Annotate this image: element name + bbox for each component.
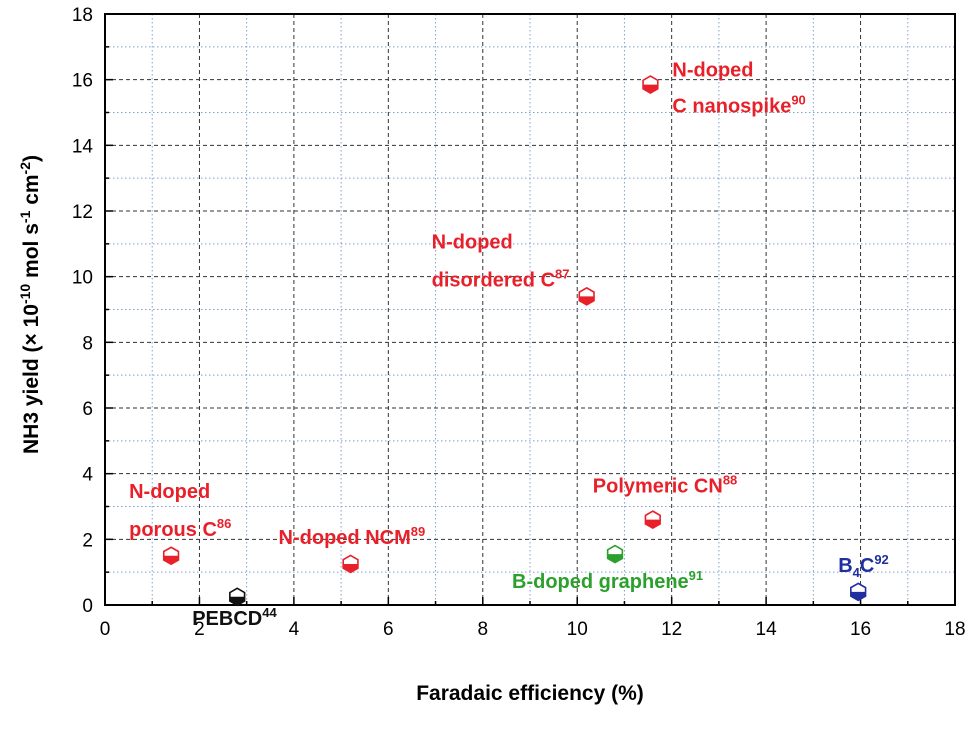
y-tick-label: 10 bbox=[72, 268, 93, 289]
data-point-fill bbox=[850, 591, 866, 601]
point-labels: PEBCD44 N-doped porous C86 N-doped NCM89 N-d… bbox=[129, 60, 889, 630]
data-point-fill bbox=[645, 519, 661, 529]
y-tick-label: 18 bbox=[72, 5, 93, 26]
point-label-polymeric-cn: Polymeric CN88 bbox=[593, 473, 738, 498]
data-point-b4c bbox=[850, 582, 867, 602]
y-tick-label: 4 bbox=[82, 465, 93, 486]
y-axis-label-part: -10 bbox=[17, 284, 33, 304]
axis-ticks bbox=[104, 13, 956, 606]
point-label-pebcd: PEBCD44 bbox=[192, 605, 277, 630]
grid bbox=[105, 14, 955, 605]
point-label-n-doped-c-nanospike: N-doped bbox=[672, 60, 753, 82]
tick-labels: 0 2 4 6 8 10 12 14 16 18 0 2 4 6 8 10 12 14 16 18 bbox=[72, 5, 966, 640]
point-label-b-doped-graphene: B-doped graphene91 bbox=[512, 568, 703, 593]
x-tick-label: 16 bbox=[850, 619, 871, 640]
data-point-fill bbox=[229, 596, 245, 606]
data-point-pebcd bbox=[229, 587, 246, 607]
y-tick-label: 0 bbox=[82, 596, 93, 617]
x-tick-label: 6 bbox=[383, 619, 394, 640]
y-axis-label-part: -1 bbox=[17, 210, 33, 223]
y-axis-label: NH3 yield (× 10-10 mol s-1 cm-2) bbox=[17, 155, 43, 454]
data-point-fill bbox=[163, 555, 179, 565]
y-tick-label: 2 bbox=[82, 530, 93, 551]
x-axis-label: Faradaic efficiency (%) bbox=[416, 682, 644, 705]
y-axis-label-part: mol s bbox=[20, 223, 43, 284]
y-tick-label: 6 bbox=[82, 399, 93, 420]
point-label-n-doped-ncm: N-doped NCM89 bbox=[279, 524, 426, 549]
point-label-n-doped-disordered-c: N-doped bbox=[432, 231, 513, 253]
y-tick-label: 12 bbox=[72, 202, 93, 223]
data-points bbox=[162, 75, 867, 607]
data-point-fill bbox=[579, 296, 595, 305]
x-tick-label: 18 bbox=[944, 619, 965, 640]
y-tick-label: 16 bbox=[72, 71, 93, 92]
data-point-fill bbox=[643, 84, 658, 94]
data-point-b-doped-graphene bbox=[606, 544, 624, 564]
x-tick-label: 14 bbox=[756, 619, 778, 640]
data-point-polymeric-cn bbox=[644, 510, 661, 530]
x-tick-label: 8 bbox=[477, 619, 488, 640]
x-tick-label: 12 bbox=[661, 619, 682, 640]
point-label-n-doped-porous-c: N-doped bbox=[129, 481, 210, 503]
y-tick-label: 14 bbox=[72, 136, 94, 157]
y-axis-label-part: -2 bbox=[17, 162, 33, 175]
x-tick-label: 4 bbox=[289, 619, 300, 640]
point-label-n-doped-c-nanospike: C nanospike90 bbox=[672, 93, 805, 118]
y-axis-label-part: ) bbox=[20, 155, 43, 162]
y-axis-label-part: NH3 yield (× 10 bbox=[20, 304, 43, 454]
x-tick-label: 10 bbox=[567, 619, 588, 640]
data-point-n-doped-c-nanospike bbox=[642, 75, 659, 95]
data-point-n-doped-porous-c bbox=[162, 546, 180, 566]
point-label-n-doped-porous-c: porous C86 bbox=[129, 516, 231, 541]
data-point-fill bbox=[343, 563, 358, 573]
x-tick-label: 0 bbox=[100, 619, 111, 640]
data-point-n-doped-ncm bbox=[342, 554, 359, 574]
point-label-b4c: B4C92 bbox=[838, 552, 889, 580]
point-label-n-doped-disordered-c: disordered C87 bbox=[432, 266, 570, 291]
y-axis-label-part: cm bbox=[20, 174, 43, 210]
data-point-n-doped-disordered-c bbox=[578, 286, 595, 306]
data-point-fill bbox=[607, 554, 623, 563]
y-tick-label: 8 bbox=[82, 333, 93, 354]
x-tick-label: 2 bbox=[194, 619, 205, 640]
